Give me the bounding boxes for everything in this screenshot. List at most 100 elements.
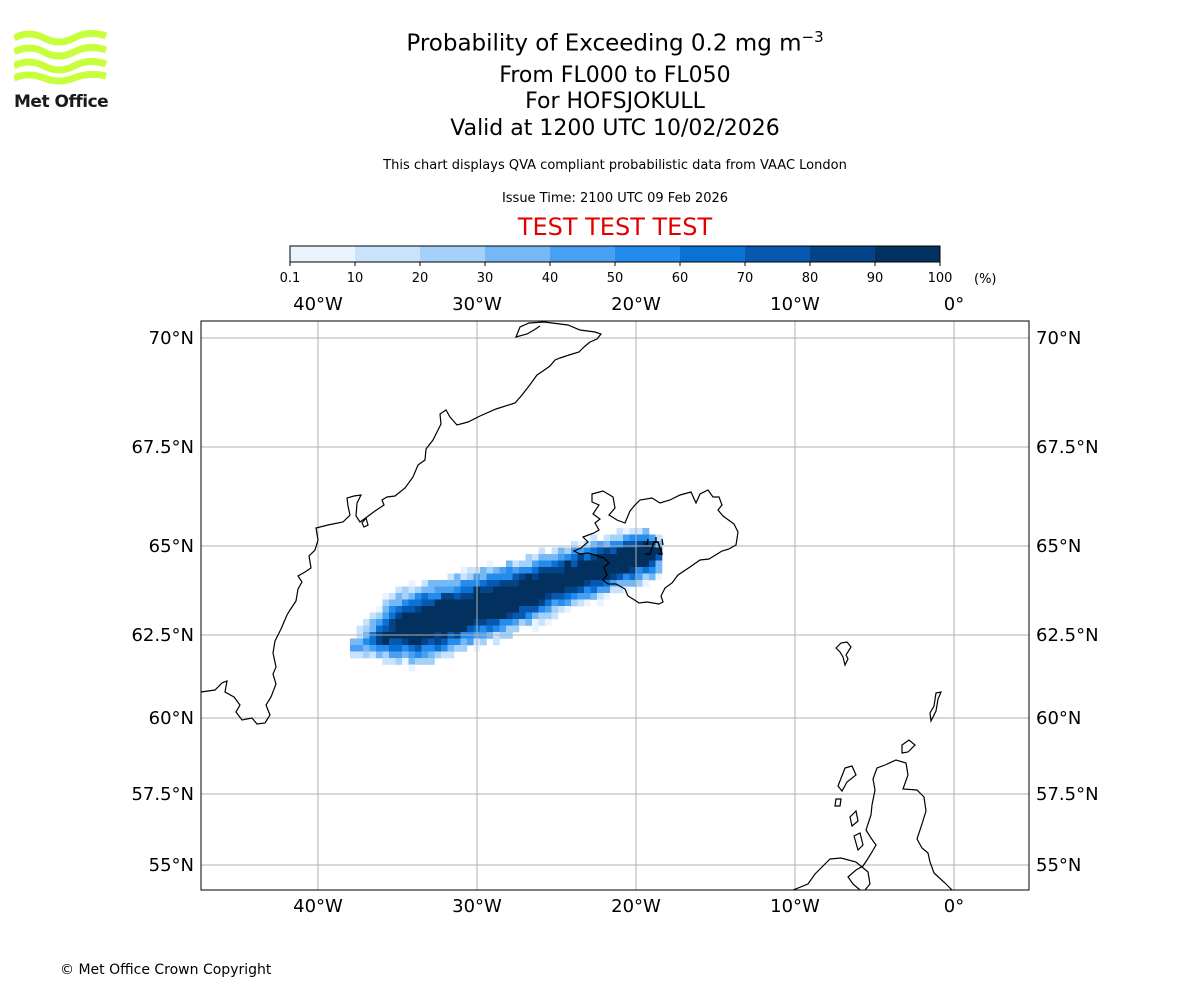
ash-probability-cell <box>610 541 617 548</box>
ash-probability-cell <box>636 547 643 555</box>
title-exponent: −3 <box>801 28 824 46</box>
ash-probability-cell <box>499 593 507 600</box>
ash-probability-cell <box>499 606 507 613</box>
ash-probability-cell <box>421 606 429 613</box>
ash-probability-cell <box>408 599 416 607</box>
ash-probability-cell <box>642 541 650 548</box>
ash-probability-cell <box>603 554 611 561</box>
greenland-island <box>361 516 369 528</box>
ash-probability-cell <box>584 567 591 574</box>
ash-probability-cell <box>603 593 611 600</box>
colorbar-tick-label: 40 <box>542 271 559 286</box>
ash-probability-cell <box>597 593 604 600</box>
ash-probability-cell <box>584 541 591 548</box>
ash-probability-cell <box>454 599 461 607</box>
colorbar-segment <box>810 246 876 262</box>
valid-time: Valid at 1200 UTC 10/02/2026 <box>450 116 780 141</box>
ash-probability-cell <box>525 580 533 587</box>
ash-probability-cell <box>428 651 435 659</box>
ash-probability-cell <box>493 593 500 600</box>
ash-probability-cell <box>369 612 377 620</box>
ash-probability-cell <box>538 573 546 581</box>
ash-probability-cell <box>402 612 409 620</box>
lat-label-right: 55°N <box>1036 855 1081 876</box>
ash-probability-cell <box>499 567 507 574</box>
ash-probability-cell <box>447 625 455 633</box>
scotland-coastline <box>847 759 953 891</box>
ash-probability-cell <box>629 560 637 568</box>
colorbar-tick-label: 80 <box>802 271 819 286</box>
ash-probability-cell <box>616 528 624 535</box>
lat-label-right: 70°N <box>1036 328 1081 349</box>
ash-probability-cell <box>493 619 500 626</box>
ash-probability-cell <box>493 625 500 633</box>
ash-probability-cell <box>564 567 572 574</box>
ash-probability-cell <box>447 651 455 659</box>
ash-probability-cell <box>402 651 409 659</box>
ash-probability-cell <box>460 645 468 652</box>
ash-probability-cell <box>428 580 435 587</box>
ash-probability-cell <box>603 567 611 574</box>
ash-probability-cell <box>434 599 442 607</box>
map-background <box>201 321 1029 890</box>
ash-probability-cell <box>519 573 526 581</box>
ash-probability-cell <box>655 560 663 568</box>
ash-probability-cell <box>499 599 507 607</box>
ash-probability-cell <box>428 612 435 620</box>
ash-probability-cell <box>512 599 520 607</box>
ash-probability-cell <box>467 580 474 587</box>
ash-probability-cell <box>454 580 461 587</box>
ash-probability-cell <box>636 534 643 542</box>
ash-probability-cell <box>389 658 396 665</box>
ash-probability-cell <box>382 619 390 626</box>
ash-probability-cell <box>532 599 539 607</box>
ash-probability-cell <box>382 612 390 620</box>
ash-probability-cell <box>402 593 409 600</box>
ash-probability-cell <box>402 638 409 646</box>
ash-probability-cell <box>441 599 448 607</box>
ash-probability-cell <box>415 651 422 659</box>
ash-probability-cell <box>363 638 370 646</box>
ash-probability-cell <box>636 528 643 535</box>
ash-probability-cell <box>577 573 585 581</box>
ash-probability-cell <box>402 606 409 613</box>
lon-label-top: 40°W <box>293 294 343 315</box>
ash-probability-cell <box>447 593 455 600</box>
ash-probability-cell <box>486 606 494 613</box>
ash-probability-cell <box>525 619 533 626</box>
logo-text: Met Office <box>14 92 109 112</box>
lat-label-right: 62.5°N <box>1036 625 1099 646</box>
ash-probability-cell <box>402 645 409 652</box>
ash-probability-cell <box>571 560 578 568</box>
ash-probability-cell <box>408 606 416 613</box>
ash-probability-cell <box>642 547 650 555</box>
lat-label-left: 57.5°N <box>131 784 194 805</box>
ash-probability-cell <box>506 593 513 600</box>
ash-probability-cell <box>363 651 370 659</box>
ash-probability-cell <box>389 638 396 646</box>
ash-probability-cell <box>564 554 572 561</box>
ash-probability-cell <box>655 534 663 542</box>
ash-probability-cell <box>382 651 390 659</box>
colorbar-segment <box>485 246 551 262</box>
lon-label-bottom: 10°W <box>770 896 820 917</box>
ash-probability-cell <box>356 638 364 646</box>
ash-probability-cell <box>577 586 585 594</box>
ash-probability-cell <box>480 612 487 620</box>
ash-probability-cell <box>584 573 591 581</box>
ash-probability-cell <box>538 612 546 620</box>
met-office-waves-icon <box>14 30 108 85</box>
ash-probability-cell <box>512 593 520 600</box>
axis-labels: 40°W 40°W 30°W 30°W 20°W 20°W 10°W 10°W 0° 0° 70°N… <box>131 294 1098 917</box>
ash-probability-cell <box>434 651 442 659</box>
ash-probability-cell <box>486 593 494 600</box>
ash-probability-cell <box>649 547 656 555</box>
ash-probability-cell <box>519 560 526 568</box>
ash-probability-cell <box>545 599 552 607</box>
ash-probability-cell <box>642 528 650 535</box>
lat-label-left: 60°N <box>149 708 194 729</box>
ash-probability-cell <box>590 541 598 548</box>
ash-probability-cell <box>408 664 416 672</box>
ash-probability-cell <box>525 612 533 620</box>
ash-probability-cell <box>389 599 396 607</box>
